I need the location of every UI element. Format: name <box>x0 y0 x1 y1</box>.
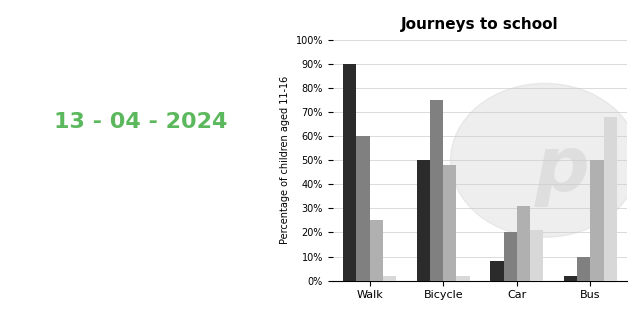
Legend: 0-1 miles, 1-2 miles, 2-5 miles, Over 5 miles: 0-1 miles, 1-2 miles, 2-5 miles, Over 5 … <box>318 330 640 334</box>
Y-axis label: Percentage of children aged 11-16: Percentage of children aged 11-16 <box>280 76 290 244</box>
Text: p: p <box>535 133 589 207</box>
Bar <box>490 261 504 281</box>
Bar <box>530 230 543 281</box>
Bar <box>356 136 370 281</box>
Bar <box>430 100 444 281</box>
Bar <box>564 276 577 281</box>
Bar <box>604 117 617 281</box>
Bar <box>517 206 530 281</box>
Bar <box>383 276 396 281</box>
Bar <box>591 160 604 281</box>
Text: 13 - 04 - 2024: 13 - 04 - 2024 <box>54 112 227 132</box>
Bar <box>417 160 430 281</box>
Bar <box>343 64 356 281</box>
Text: IELTS WRITING ACTUAL TEST: IELTS WRITING ACTUAL TEST <box>40 67 241 80</box>
Text: The chart below gives
information about the journeys
to school by children aged : The chart below gives information about … <box>28 190 218 244</box>
Bar <box>577 257 591 281</box>
Circle shape <box>451 84 639 237</box>
FancyBboxPatch shape <box>8 87 273 157</box>
Title: Journeys to school: Journeys to school <box>401 17 559 32</box>
Bar <box>504 232 517 281</box>
Bar <box>370 220 383 281</box>
Bar <box>456 276 470 281</box>
Bar <box>444 165 456 281</box>
